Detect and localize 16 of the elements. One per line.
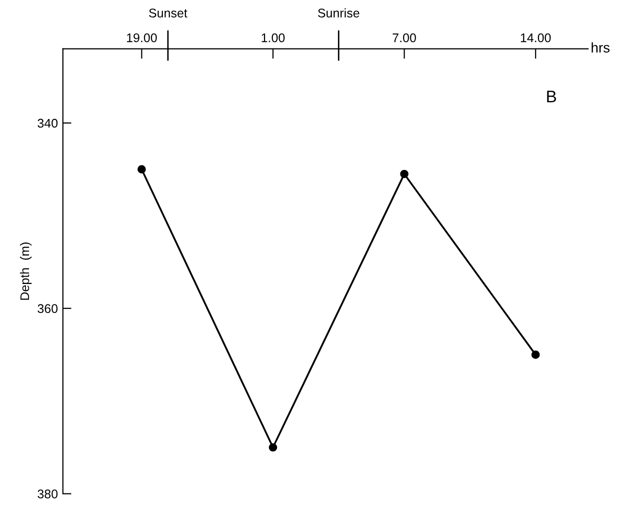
x-tick-label: 19.00 — [126, 33, 157, 42]
y-tick-label: 360 — [38, 304, 58, 314]
x-axis-title: hrs — [592, 42, 610, 53]
x-tick-label: 1.00 — [262, 33, 285, 42]
annotation: B — [547, 90, 556, 102]
x-tick-label: 7.00 — [392, 33, 416, 42]
y-tick-label: 340 — [38, 118, 58, 128]
x-tick-label: 14.00 — [520, 33, 551, 42]
text: Sunset — [149, 8, 188, 18]
y-axis-title: Depth (m) — [20, 242, 32, 300]
point — [531, 350, 540, 359]
y-tick-label: 380 — [38, 490, 58, 498]
point — [268, 443, 278, 452]
text: Sunrise — [318, 8, 360, 18]
point — [138, 165, 146, 174]
point — [400, 170, 408, 178]
